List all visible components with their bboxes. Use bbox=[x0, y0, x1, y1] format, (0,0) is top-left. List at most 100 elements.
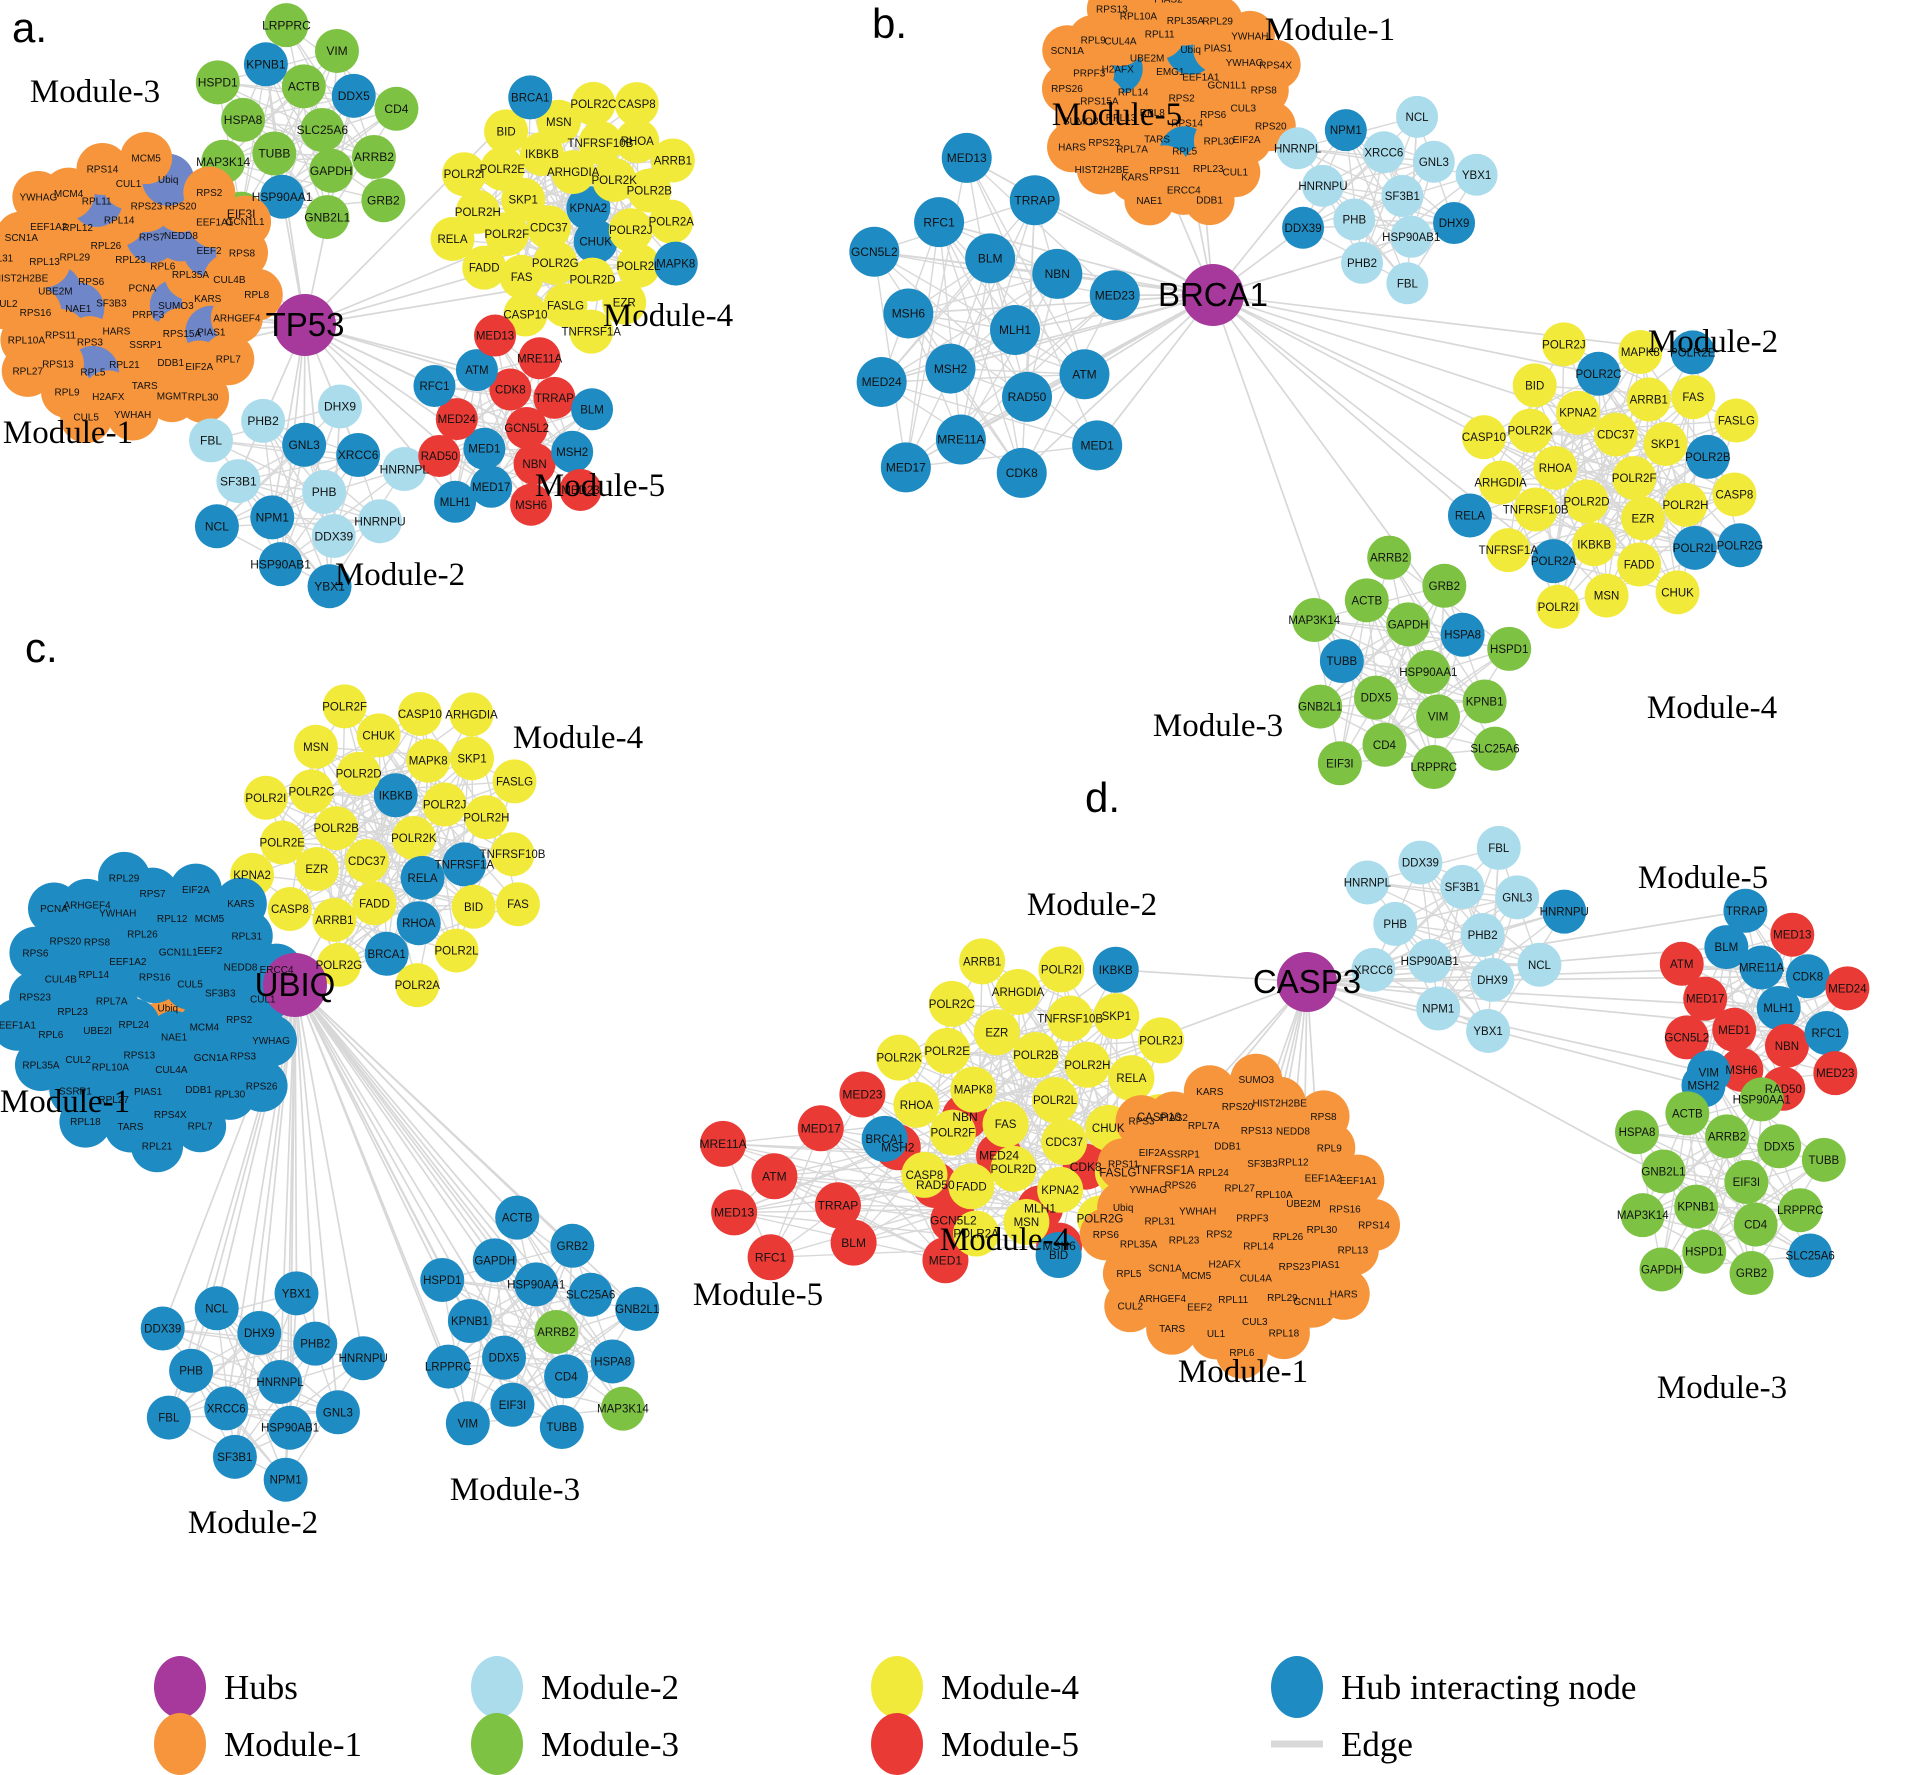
node-label: RPS7 bbox=[139, 889, 166, 900]
node-label: RPL29 bbox=[59, 253, 90, 264]
node-label: YWHAH bbox=[1231, 31, 1268, 42]
node-IKBKB bbox=[1572, 522, 1617, 567]
node-label: RPS23 bbox=[1088, 138, 1120, 149]
node-label: ARRB1 bbox=[654, 155, 692, 167]
node-MAP3K14 bbox=[600, 1386, 645, 1431]
node-label: MED17 bbox=[886, 461, 926, 475]
node-label: PHB bbox=[1383, 919, 1407, 931]
node-label: HSP90AB1 bbox=[250, 557, 311, 571]
node-RFC1 bbox=[747, 1234, 794, 1281]
node-label: FAS bbox=[507, 899, 529, 911]
node-ACTB bbox=[495, 1195, 540, 1240]
module-label: Module-2 bbox=[188, 1505, 318, 1541]
node-label: HSP90AA1 bbox=[1733, 1094, 1791, 1106]
node-label: LRPPRC bbox=[262, 18, 311, 32]
node-label: CDC37 bbox=[1045, 1137, 1083, 1149]
nodes-layer bbox=[0, 0, 1870, 1502]
node-label: SSRP1 bbox=[59, 1086, 92, 1097]
node-GAPDH bbox=[1639, 1247, 1684, 1292]
edge bbox=[1320, 700, 1485, 708]
node-label: YWHAG bbox=[1129, 1185, 1167, 1196]
node-HSP90AB1 bbox=[258, 542, 303, 587]
node-label: POLR2D bbox=[991, 1164, 1037, 1176]
node-label: POLR2I bbox=[245, 793, 286, 805]
node-FASLG bbox=[492, 759, 537, 804]
edge bbox=[448, 1360, 613, 1368]
node-label: CASP8 bbox=[271, 904, 309, 916]
node-label: MED23 bbox=[1816, 1068, 1854, 1080]
node-label: RPS8 bbox=[229, 248, 256, 259]
node-label: GCN1L1 bbox=[159, 948, 198, 959]
node-label: RPL7 bbox=[188, 1122, 213, 1133]
legend-label: Edge bbox=[1341, 1725, 1413, 1764]
node-label: SCN1A bbox=[5, 233, 39, 244]
node-label: POLR2J bbox=[609, 225, 652, 237]
edge bbox=[1642, 1145, 1780, 1216]
node-DHX9 bbox=[1470, 957, 1515, 1002]
hub-edge bbox=[908, 294, 1214, 315]
node-label: CHUK bbox=[579, 237, 612, 249]
node-label: NBN bbox=[1775, 1041, 1799, 1053]
node-label: GNB2L1 bbox=[1298, 702, 1342, 714]
node-MED24 bbox=[856, 357, 907, 408]
node-label: RPL30 bbox=[215, 1089, 246, 1100]
module-label: Module-1 bbox=[3, 415, 133, 451]
node-label: GCN5L2 bbox=[851, 245, 898, 259]
node-label: MED23 bbox=[1095, 288, 1135, 302]
node-KPNB1 bbox=[1674, 1184, 1719, 1229]
node-label: EEF1A1 bbox=[0, 1020, 36, 1031]
node-label: DDX5 bbox=[489, 1353, 520, 1365]
node-RPL18 bbox=[59, 1095, 112, 1148]
node-PHB bbox=[1373, 901, 1418, 946]
node-BLM bbox=[1704, 925, 1749, 970]
node-label: MED17 bbox=[472, 482, 510, 494]
node-GNB2L1 bbox=[615, 1286, 660, 1331]
node-ACTB bbox=[281, 64, 326, 109]
node-label: BLM bbox=[1715, 942, 1739, 954]
node-label: RPL31 bbox=[1144, 1217, 1175, 1228]
node-label: MED24 bbox=[979, 1149, 1019, 1163]
node-label: HSPD1 bbox=[423, 1275, 461, 1287]
node-label: RPS8 bbox=[1310, 1112, 1337, 1123]
node-label: HSP90AA1 bbox=[507, 1279, 565, 1291]
node-label: RPL7A bbox=[1188, 1121, 1220, 1132]
node-label: RPL9 bbox=[1081, 36, 1106, 47]
legend-swatch-hub-interacting-node bbox=[1271, 1656, 1323, 1718]
node-label: RPS8 bbox=[84, 938, 111, 949]
node-label: CDC37 bbox=[1597, 430, 1635, 442]
node-label: RPS4X bbox=[1259, 60, 1292, 71]
node-label: PIAS2 bbox=[1160, 1113, 1189, 1124]
node-POLR2C bbox=[1576, 351, 1621, 396]
node-label: POLR2G bbox=[316, 960, 363, 972]
node-RPS14 bbox=[1348, 1199, 1401, 1252]
node-GCN5L2 bbox=[1664, 1015, 1709, 1060]
node-SKP1 bbox=[450, 736, 495, 781]
node-label: EEF2 bbox=[1187, 1303, 1212, 1314]
node-label: FASLG bbox=[1099, 1167, 1136, 1179]
node-label: POLR2B bbox=[1685, 452, 1731, 464]
node-label: PRPF3 bbox=[1073, 68, 1106, 79]
node-POLR2I bbox=[243, 775, 288, 820]
node-SF3B1 bbox=[1440, 864, 1485, 909]
node-POLR2B bbox=[627, 168, 672, 213]
node-RHOA bbox=[396, 901, 441, 946]
node-label: EEF1A1 bbox=[1340, 1176, 1378, 1187]
node-label: GAPDH bbox=[1641, 1265, 1682, 1277]
node-label: POLR2H bbox=[1064, 1060, 1110, 1072]
node-HSPD1 bbox=[195, 60, 240, 105]
node-BRCA1 bbox=[508, 75, 553, 120]
node-MRE11A bbox=[700, 1120, 747, 1167]
node-KARS bbox=[1183, 1065, 1236, 1118]
node-label: POLR2L bbox=[1673, 543, 1718, 555]
node-label: Ubiq bbox=[158, 175, 179, 186]
node-label: EIF2A bbox=[182, 885, 210, 896]
node-label: EZR bbox=[1632, 514, 1655, 526]
edge bbox=[1339, 600, 1368, 764]
node-label: MSH2 bbox=[934, 362, 968, 376]
node-label: PHB bbox=[179, 1366, 203, 1378]
node-label: RHOA bbox=[621, 136, 655, 148]
node-label: EZR bbox=[305, 864, 328, 876]
node-POLR2G bbox=[1717, 523, 1762, 568]
hub-edge bbox=[294, 984, 365, 1359]
node-label: GNL3 bbox=[288, 438, 320, 452]
